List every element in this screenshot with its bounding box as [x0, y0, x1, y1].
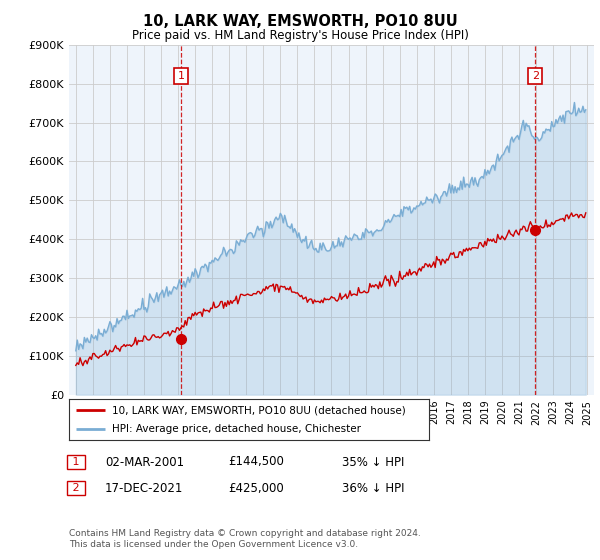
Text: 02-MAR-2001: 02-MAR-2001	[105, 455, 184, 469]
Text: 10, LARK WAY, EMSWORTH, PO10 8UU: 10, LARK WAY, EMSWORTH, PO10 8UU	[143, 14, 457, 29]
Text: 10, LARK WAY, EMSWORTH, PO10 8UU (detached house): 10, LARK WAY, EMSWORTH, PO10 8UU (detach…	[112, 405, 406, 415]
Text: 36% ↓ HPI: 36% ↓ HPI	[342, 482, 404, 495]
Text: £144,500: £144,500	[228, 455, 284, 469]
Text: 1: 1	[178, 71, 184, 81]
Text: HPI: Average price, detached house, Chichester: HPI: Average price, detached house, Chic…	[112, 424, 361, 433]
Text: 17-DEC-2021: 17-DEC-2021	[105, 482, 184, 495]
Text: Contains HM Land Registry data © Crown copyright and database right 2024.
This d: Contains HM Land Registry data © Crown c…	[69, 529, 421, 549]
Text: £425,000: £425,000	[228, 482, 284, 495]
Text: 2: 2	[532, 71, 539, 81]
Text: 35% ↓ HPI: 35% ↓ HPI	[342, 455, 404, 469]
Text: 1: 1	[69, 457, 83, 467]
Text: Price paid vs. HM Land Registry's House Price Index (HPI): Price paid vs. HM Land Registry's House …	[131, 29, 469, 42]
Text: 2: 2	[69, 483, 83, 493]
